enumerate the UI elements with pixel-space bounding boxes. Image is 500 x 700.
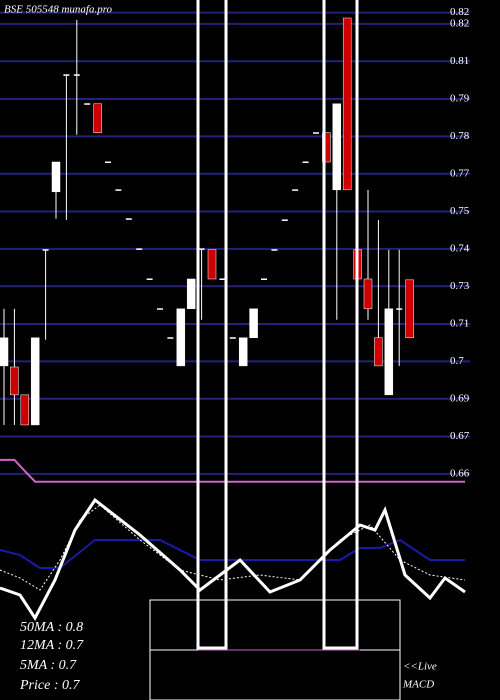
- y-tick-label: 0.73: [450, 280, 470, 292]
- y-tick-label: 0.77: [450, 167, 470, 179]
- candle-body: [342, 17, 352, 191]
- candle-dash: [281, 219, 288, 221]
- candle-body: [20, 394, 30, 426]
- candle-body: [93, 103, 102, 133]
- candle-dash: [229, 337, 236, 339]
- candle-body: [363, 278, 373, 310]
- candle-body: [332, 103, 342, 191]
- ma-line: [0, 458, 465, 483]
- candle-dash: [261, 278, 267, 280]
- candle-body: [186, 278, 196, 310]
- candle-dash: [292, 189, 299, 191]
- candle-dash: [396, 308, 403, 310]
- candle-dash: [136, 248, 143, 250]
- annotation: 50MA : 0.8: [20, 620, 83, 635]
- candle-body: [30, 337, 40, 426]
- annotation: 12MA : 0.7: [20, 638, 84, 653]
- y-tick-label: 0.74: [450, 242, 470, 254]
- candle-dash: [125, 218, 132, 220]
- candle-dash: [105, 161, 111, 163]
- y-tick-label: 0.78: [450, 130, 470, 142]
- candle-dash: [84, 103, 91, 105]
- y-tick-label: 0.69: [450, 392, 470, 404]
- candle-body: [322, 132, 331, 163]
- annotation: <<Live: [403, 661, 437, 673]
- candle-body: [0, 337, 9, 367]
- candle-dash: [219, 278, 226, 280]
- candle-body: [10, 366, 19, 396]
- candle-dash: [115, 189, 122, 191]
- annotation: MACD: [402, 679, 434, 691]
- candle-dash: [198, 248, 205, 250]
- y-tick-label: 0.75: [450, 205, 470, 217]
- y-tick-label: 0.66: [450, 467, 470, 479]
- chart-title: BSE 505548 munafa.pro: [4, 4, 113, 16]
- candle-body: [176, 308, 186, 367]
- y-tick-label: 0.79: [450, 93, 470, 105]
- candle-dash: [146, 278, 153, 280]
- candle-dash: [157, 308, 163, 310]
- candle-dash: [42, 249, 49, 251]
- y-tick-label: 0.82: [450, 6, 469, 18]
- candle-body: [374, 337, 383, 367]
- candle-body: [384, 308, 394, 396]
- y-tick-label: 0.7: [450, 355, 464, 367]
- y-tick-label: 0.81: [450, 55, 469, 67]
- candle-body: [238, 337, 248, 367]
- overlay-lines: [196, 0, 359, 650]
- macd-avg: [0, 504, 466, 591]
- y-tick-label: 0.67: [450, 430, 470, 442]
- candle-dash: [313, 132, 319, 134]
- candle-dash: [302, 161, 309, 163]
- annotation: 5MA : 0.7: [20, 658, 77, 673]
- candle-dash: [63, 74, 70, 76]
- candle-body: [405, 279, 414, 339]
- y-tick-label: 0.82: [450, 17, 469, 29]
- candle-body: [249, 308, 258, 339]
- macd-line: [0, 497, 466, 621]
- candle-dash: [167, 337, 174, 339]
- annotation: Price : 0.7: [19, 678, 80, 693]
- candle-dash: [271, 249, 278, 251]
- macd-signal: [0, 538, 465, 569]
- candle-body: [51, 161, 61, 193]
- candle-dash: [73, 74, 80, 76]
- y-tick-label: 0.71: [450, 318, 469, 330]
- candle-body: [207, 249, 217, 280]
